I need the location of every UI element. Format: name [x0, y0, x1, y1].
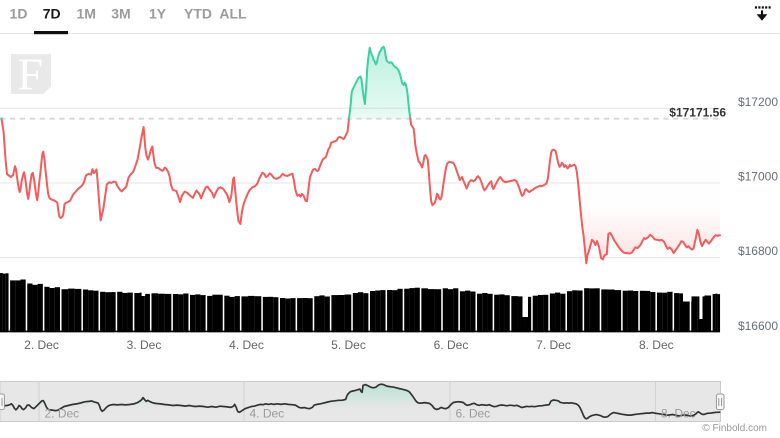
- svg-text:1M: 1M: [76, 6, 95, 22]
- svg-text:$17171.56: $17171.56: [669, 105, 726, 119]
- svg-text:F: F: [18, 49, 44, 100]
- svg-text:© Finbold.com: © Finbold.com: [702, 423, 767, 434]
- svg-text:$17000: $17000: [738, 170, 778, 184]
- svg-text:5. Dec: 5. Dec: [331, 338, 366, 352]
- svg-text:8. Dec: 8. Dec: [661, 406, 696, 420]
- svg-text:1Y: 1Y: [149, 6, 167, 22]
- svg-text:8. Dec: 8. Dec: [639, 338, 674, 352]
- svg-text:2. Dec: 2. Dec: [45, 406, 80, 420]
- svg-text:4. Dec: 4. Dec: [250, 406, 285, 420]
- svg-text:1D: 1D: [10, 6, 28, 22]
- svg-text:3. Dec: 3. Dec: [127, 338, 162, 352]
- svg-text:4. Dec: 4. Dec: [229, 338, 264, 352]
- svg-text:$17200: $17200: [738, 95, 778, 109]
- svg-text:2. Dec: 2. Dec: [24, 338, 59, 352]
- svg-text:$16800: $16800: [738, 244, 778, 258]
- svg-text:6. Dec: 6. Dec: [456, 406, 491, 420]
- svg-text:6. Dec: 6. Dec: [434, 338, 469, 352]
- svg-text:3M: 3M: [111, 6, 130, 22]
- svg-text:ALL: ALL: [219, 6, 247, 22]
- svg-text:YTD: YTD: [184, 6, 212, 22]
- svg-text:7D: 7D: [43, 6, 61, 22]
- svg-text:$16600: $16600: [738, 319, 778, 333]
- svg-text:7. Dec: 7. Dec: [536, 338, 571, 352]
